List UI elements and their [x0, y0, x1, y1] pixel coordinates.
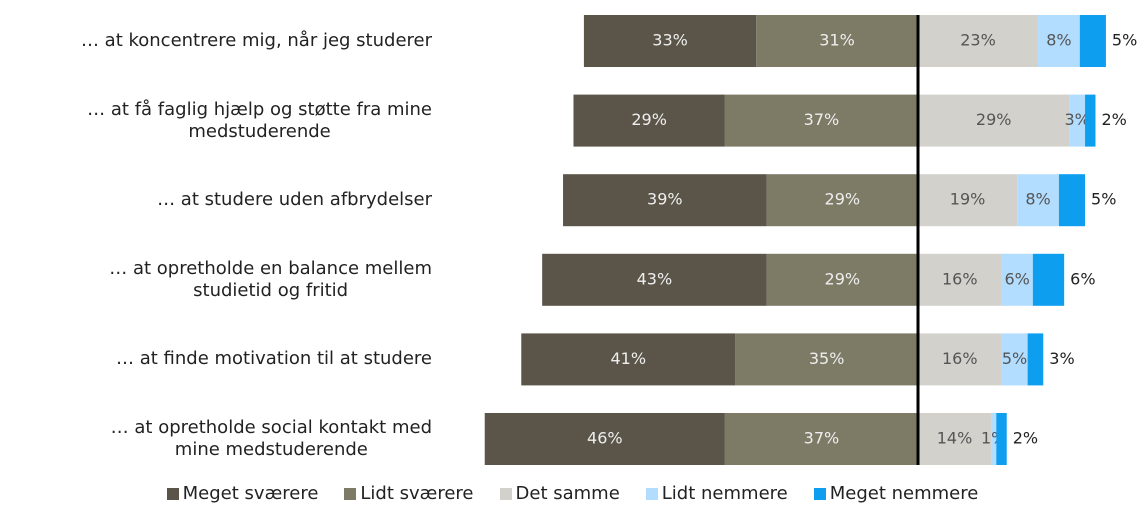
category-label: … at opretholde social kontakt med mine m… [111, 417, 432, 461]
bar-segment [1017, 174, 1059, 227]
bar-segment [563, 174, 767, 227]
bar-segment [542, 253, 767, 306]
category-line: … at finde motivation til at studere [115, 348, 432, 370]
bar-segment [1038, 15, 1080, 67]
value-label: 37% [804, 110, 840, 129]
bar-segment [484, 413, 725, 465]
category-label: … at opretholde en balance mellem studiet… [109, 258, 432, 302]
value-label: 5% [1002, 349, 1027, 368]
value-label: 33% [652, 31, 688, 50]
category-label: … at få faglig hjælp og støtte fra mine m… [87, 99, 432, 143]
category-line: medstuderende [188, 120, 331, 142]
value-label: 3% [1065, 110, 1090, 129]
value-label: 3% [1049, 349, 1074, 368]
value-label: 31% [819, 31, 855, 50]
legend-swatch [344, 488, 357, 500]
bar-segment [766, 174, 918, 227]
value-label: 2% [1013, 429, 1038, 448]
bar-segment [735, 333, 918, 386]
bar-segment [918, 15, 1039, 67]
legend-label: Lidt nemmere [661, 483, 788, 504]
category-line: … at studere uden afbrydelser [157, 189, 432, 211]
bar-segment [1085, 94, 1096, 147]
bar-segment [1069, 94, 1086, 147]
legend-label: Meget sværere [182, 483, 319, 504]
value-label: 5% [1091, 190, 1116, 209]
value-label: 29% [825, 190, 861, 209]
bar-segment [1027, 333, 1044, 386]
legend-item: Lidt sværere [344, 482, 474, 506]
bar-segment [573, 94, 725, 147]
legend-item: Meget sværere [166, 482, 319, 506]
category-line: … at få faglig hjælp og støtte fra mine [87, 98, 432, 120]
legend-label: Det samme [515, 483, 620, 504]
category-line: … at opretholde social kontakt med [110, 417, 432, 438]
bar-segment [991, 413, 997, 465]
legend-label: Lidt sværere [360, 483, 474, 504]
value-label: 8% [1025, 190, 1050, 209]
bar-segment [521, 333, 736, 386]
value-label: 2% [1101, 110, 1126, 129]
legend-swatch [645, 488, 658, 500]
bar-segment [918, 253, 1002, 306]
bar-segment [1001, 253, 1033, 306]
value-label: 19% [950, 190, 986, 209]
bar-segment [918, 413, 992, 465]
value-label: 16% [942, 269, 978, 288]
value-label: 37% [804, 429, 840, 448]
value-label: 14% [937, 429, 973, 448]
category-line: mine medstuderende [174, 439, 368, 460]
bar-segment [1058, 174, 1086, 227]
bar-segment [1032, 253, 1065, 306]
category-line: … at opretholde en balance mellem [109, 257, 432, 279]
bar-segment [583, 15, 757, 67]
legend-label: Meget nemmere [829, 483, 979, 504]
value-label: 16% [942, 349, 978, 368]
bar-segment [918, 174, 1018, 227]
legend-swatch [166, 488, 179, 500]
bar-segment [918, 94, 1070, 147]
value-label: 35% [809, 349, 845, 368]
legend: Meget sværere Lidt sværere Det samme Lidt n… [0, 482, 1145, 506]
value-label: 5% [1112, 31, 1137, 50]
bar-segment [724, 94, 918, 147]
legend-swatch [813, 488, 826, 500]
legend-item: Meget nemmere [813, 482, 979, 506]
bar-segment [756, 15, 918, 67]
legend-item: Det samme [499, 482, 620, 506]
category-label: … at studere uden afbrydelser [157, 189, 432, 211]
bar-segment [724, 413, 918, 465]
value-label: 41% [611, 349, 647, 368]
bar-segment [918, 333, 1002, 386]
category-line: … at koncentrere mig, når jeg studerer [80, 30, 432, 51]
value-label: 6% [1004, 269, 1029, 288]
bar-segment [1079, 15, 1106, 67]
bar-segment [766, 253, 918, 306]
legend-item: Lidt nemmere [645, 482, 788, 506]
value-label: 46% [587, 429, 623, 448]
category-line: studietid og fritid [193, 279, 349, 301]
value-label: 29% [631, 110, 667, 129]
value-label: 8% [1046, 31, 1071, 50]
category-label: … at finde motivation til at studere [116, 348, 432, 370]
value-label: 6% [1070, 269, 1095, 288]
value-label: 29% [825, 269, 861, 288]
value-label: 29% [976, 110, 1012, 129]
value-label: 23% [960, 31, 996, 50]
bar-segment [1001, 333, 1028, 386]
legend-swatch [499, 488, 512, 500]
bar-segment [996, 413, 1007, 465]
value-label: 43% [637, 269, 673, 288]
value-label: 39% [647, 190, 683, 209]
category-label: … at koncentrere mig, når jeg studerer [81, 30, 432, 52]
